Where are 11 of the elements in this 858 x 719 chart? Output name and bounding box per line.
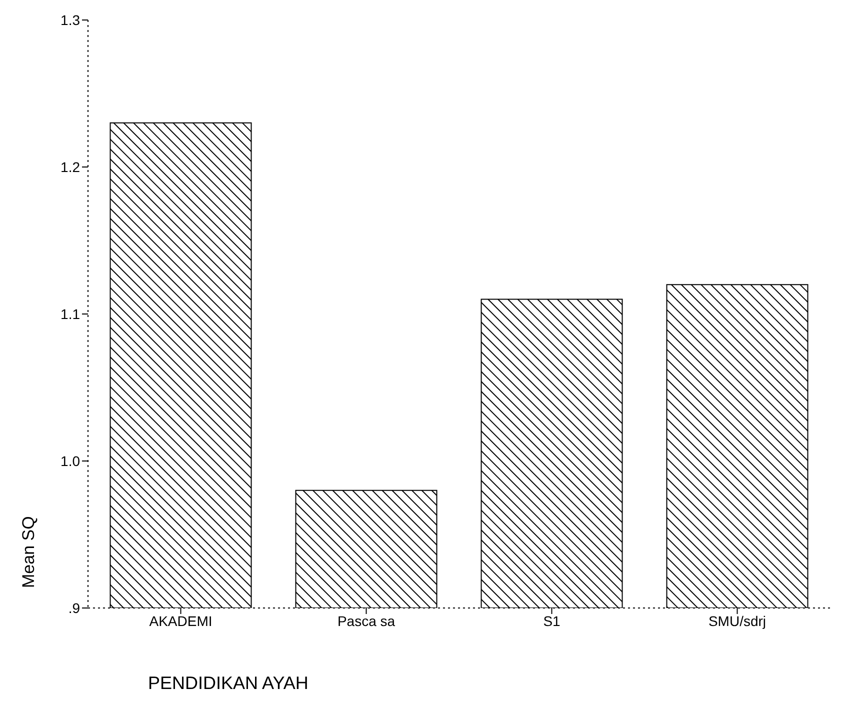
y-tick-label: 1.2 bbox=[60, 158, 80, 175]
x-tick-label: AKADEMI bbox=[149, 612, 212, 629]
x-tick-label: S1 bbox=[543, 612, 561, 629]
y-tick-label: 1.1 bbox=[60, 306, 80, 322]
y-tick-label: .9 bbox=[68, 600, 80, 616]
x-tick-label: Pasca sa bbox=[337, 612, 396, 629]
y-tick-label: 1.0 bbox=[60, 452, 80, 469]
x-tick-label: SMU/sdrj bbox=[708, 612, 766, 629]
y-axis-title: Mean SQ bbox=[19, 516, 38, 588]
y-tick-label: 1.3 bbox=[60, 12, 80, 28]
x-axis-title: PENDIDIKAN AYAH bbox=[148, 673, 308, 694]
